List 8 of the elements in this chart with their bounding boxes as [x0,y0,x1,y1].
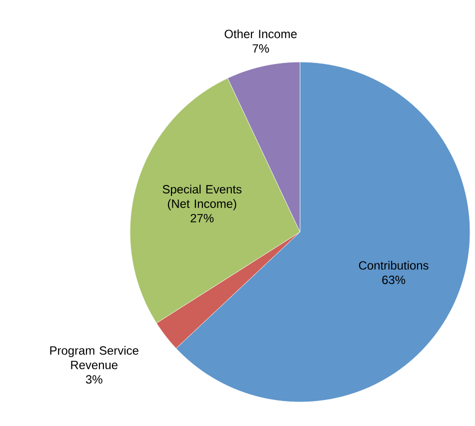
slice-label: Other Income [224,29,297,38]
slice-label: Special Events (Net Income) [162,184,242,210]
slice-label: Contributions [359,260,428,270]
slice-label: Program Service Revenue [50,346,138,370]
data-label: 3% [86,375,102,384]
data-label: 7% [252,44,269,53]
data-label: 27% [190,214,214,222]
data-label: 63% [382,276,406,284]
